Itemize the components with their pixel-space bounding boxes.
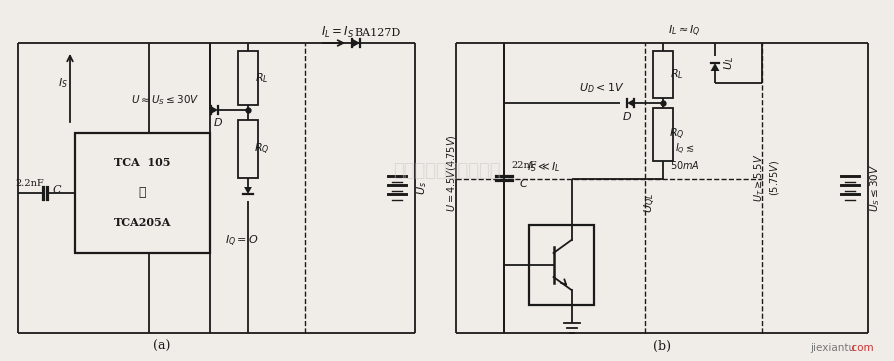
Polygon shape	[244, 187, 252, 194]
Text: $I_L\approx I_Q$: $I_L\approx I_Q$	[668, 23, 700, 39]
Text: $I_Q\lesssim$
$50mA$: $I_Q\lesssim$ $50mA$	[670, 142, 700, 170]
Text: $C$: $C$	[519, 177, 529, 189]
Text: $I_Q = O$: $I_Q = O$	[225, 234, 259, 249]
Text: 或: 或	[139, 187, 147, 200]
Text: $I_S\ll I_L$: $I_S\ll I_L$	[527, 160, 561, 174]
Text: $U = 4.5V(4.75V)$: $U = 4.5V(4.75V)$	[444, 134, 458, 212]
Polygon shape	[711, 63, 720, 71]
Text: $U_L$: $U_L$	[722, 56, 736, 70]
Text: 2.2nF: 2.2nF	[15, 178, 45, 187]
Text: (a): (a)	[153, 339, 170, 352]
Text: $D$: $D$	[622, 110, 632, 122]
Text: $U_D<1V$: $U_D<1V$	[579, 81, 625, 95]
Text: $U_s$: $U_s$	[415, 181, 429, 195]
Text: BA127D: BA127D	[355, 28, 401, 38]
Polygon shape	[627, 99, 634, 107]
Bar	[653, 108, 673, 161]
Polygon shape	[352, 39, 360, 47]
Text: $R_Q$: $R_Q$	[670, 127, 685, 142]
Text: $I_S$: $I_S$	[58, 76, 68, 90]
Text: $U_{QL}$: $U_{QL}$	[643, 193, 658, 213]
Text: $R_L$: $R_L$	[670, 68, 684, 81]
Text: C: C	[53, 185, 62, 195]
Text: TCA205A: TCA205A	[114, 217, 171, 229]
Text: $R_Q$: $R_Q$	[254, 142, 270, 157]
Bar	[653, 51, 673, 98]
Polygon shape	[211, 106, 218, 114]
Bar	[529, 225, 594, 305]
Text: $D$: $D$	[213, 116, 223, 128]
Text: $U\approx U_S\leq30V$: $U\approx U_S\leq30V$	[131, 93, 199, 107]
Text: $R_L$: $R_L$	[255, 71, 269, 85]
Text: $U_S\leq30V$: $U_S\leq30V$	[868, 164, 881, 212]
Text: TCA  105: TCA 105	[114, 157, 171, 169]
Bar	[238, 120, 258, 178]
Text: (b): (b)	[653, 339, 671, 352]
Text: jiexiantu: jiexiantu	[810, 343, 856, 353]
Text: $I_L = I_S$: $I_L = I_S$	[321, 25, 354, 40]
Text: 杭州将睿科技有限公司: 杭州将睿科技有限公司	[393, 162, 501, 180]
Bar	[75, 133, 210, 253]
Text: 22nF: 22nF	[511, 161, 536, 170]
Text: $U_T\geq5.5V$
$(5.75V)$: $U_T\geq5.5V$ $(5.75V)$	[753, 154, 781, 202]
Bar	[238, 51, 258, 105]
Text: .com: .com	[849, 343, 874, 353]
